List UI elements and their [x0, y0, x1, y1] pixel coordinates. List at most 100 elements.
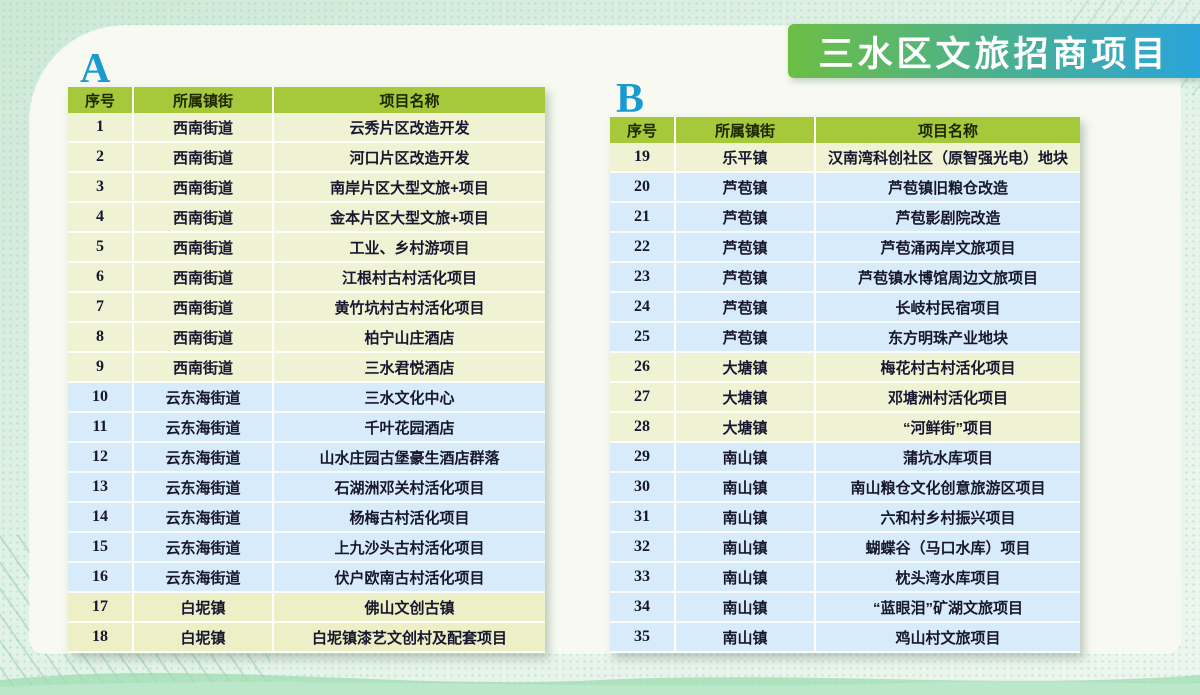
cell-project: 上九沙头古村活化项目 — [274, 533, 545, 563]
cell-project: 黄竹坑村古村活化项目 — [274, 293, 545, 323]
cell-town: 大塘镇 — [676, 383, 816, 413]
cell-no: 7 — [68, 293, 134, 323]
table-a-body: 1 西南街道 云秀片区改造开发 2 西南街道 河口片区改造开发 3 西南街道 南岸片区大型文旅+… — [68, 113, 545, 653]
cell-town: 云东海街道 — [134, 413, 274, 443]
cell-no: 9 — [68, 353, 134, 383]
table-row: 26 大塘镇 梅花村古村活化项目 — [610, 353, 1080, 383]
table-row: 14 云东海街道 杨梅古村活化项目 — [68, 503, 545, 533]
cell-project: 鸡山村文旅项目 — [816, 623, 1080, 653]
cell-project: 邓塘洲村活化项目 — [816, 383, 1080, 413]
cell-no: 5 — [68, 233, 134, 263]
cell-town: 西南街道 — [134, 353, 274, 383]
table-a-header: 序号 所属镇街 项目名称 — [68, 87, 545, 113]
table-row: 2 西南街道 河口片区改造开发 — [68, 143, 545, 173]
table-row: 12 云东海街道 山水庄园古堡豪生酒店群落 — [68, 443, 545, 473]
cell-town: 云东海街道 — [134, 503, 274, 533]
cell-town: 西南街道 — [134, 173, 274, 203]
cell-no: 20 — [610, 173, 676, 203]
table-row: 19 乐平镇 汉南湾科创社区（原智强光电）地块 — [610, 143, 1080, 173]
cell-project: 六和村乡村振兴项目 — [816, 503, 1080, 533]
cell-no: 32 — [610, 533, 676, 563]
table-row: 11 云东海街道 千叶花园酒店 — [68, 413, 545, 443]
cell-town: 芦苞镇 — [676, 233, 816, 263]
cell-project: 长岐村民宿项目 — [816, 293, 1080, 323]
cell-project: 伏户欧南古村活化项目 — [274, 563, 545, 593]
cell-no: 12 — [68, 443, 134, 473]
table-row: 25 芦苞镇 东方明珠产业地块 — [610, 323, 1080, 353]
cell-project: “蓝眼泪”矿湖文旅项目 — [816, 593, 1080, 623]
table-row: 6 西南街道 江根村古村活化项目 — [68, 263, 545, 293]
header-cell-project: 项目名称 — [379, 92, 440, 110]
cell-no: 4 — [68, 203, 134, 233]
cell-town: 西南街道 — [134, 113, 274, 143]
table-a: 序号 所属镇街 项目名称 1 西南街道 云秀片区改造开发 2 西南街道 河口片区改造开发 3… — [68, 87, 545, 653]
cell-no: 2 — [68, 143, 134, 173]
cell-project: 芦苞涌两岸文旅项目 — [816, 233, 1080, 263]
cell-project: 蒲坑水库项目 — [816, 443, 1080, 473]
cell-town: 云东海街道 — [134, 533, 274, 563]
cell-town: 南山镇 — [676, 593, 816, 623]
table-row: 7 西南街道 黄竹坑村古村活化项目 — [68, 293, 545, 323]
cell-no: 15 — [68, 533, 134, 563]
cell-project: 枕头湾水库项目 — [816, 563, 1080, 593]
table-b-header: 序号 所属镇街 项目名称 — [610, 117, 1080, 143]
header-cell-project: 项目名称 — [917, 122, 978, 140]
table-b-label: B — [616, 76, 645, 122]
title-banner: 三水区文旅招商项目 — [788, 24, 1200, 78]
table-row: 27 大塘镇 邓塘洲村活化项目 — [610, 383, 1080, 413]
table-row: 35 南山镇 鸡山村文旅项目 — [610, 623, 1080, 653]
cell-town: 芦苞镇 — [676, 173, 816, 203]
cell-town: 西南街道 — [134, 293, 274, 323]
table-row: 31 南山镇 六和村乡村振兴项目 — [610, 503, 1080, 533]
table-row: 9 西南街道 三水君悦酒店 — [68, 353, 545, 383]
table-row: 16 云东海街道 伏户欧南古村活化项目 — [68, 563, 545, 593]
cell-project: 江根村古村活化项目 — [274, 263, 545, 293]
table-row: 3 西南街道 南岸片区大型文旅+项目 — [68, 173, 545, 203]
table-row: 30 南山镇 南山粮仓文化创意旅游区项目 — [610, 473, 1080, 503]
cell-no: 13 — [68, 473, 134, 503]
header-cell-no: 序号 — [610, 117, 676, 143]
cell-town: 西南街道 — [134, 203, 274, 233]
cell-no: 24 — [610, 293, 676, 323]
cell-project: 南岸片区大型文旅+项目 — [274, 173, 545, 203]
cell-no: 28 — [610, 413, 676, 443]
cell-town: 云东海街道 — [134, 383, 274, 413]
table-row: 24 芦苞镇 长岐村民宿项目 — [610, 293, 1080, 323]
table-row: 4 西南街道 金本片区大型文旅+项目 — [68, 203, 545, 233]
cell-town: 西南街道 — [134, 143, 274, 173]
cell-town: 白坭镇 — [134, 623, 274, 653]
table-row: 13 云东海街道 石湖洲邓关村活化项目 — [68, 473, 545, 503]
table-a-label: A — [80, 46, 111, 92]
header-cell-town: 所属镇街 — [134, 87, 274, 113]
table-row: 15 云东海街道 上九沙头古村活化项目 — [68, 533, 545, 563]
header-cell-town: 所属镇街 — [676, 117, 816, 143]
cell-town: 白坭镇 — [134, 593, 274, 623]
header-cell-no: 序号 — [68, 87, 134, 113]
page-title: 三水区文旅招商项目 — [818, 34, 1170, 74]
cell-no: 18 — [68, 623, 134, 653]
cell-project: 梅花村古村活化项目 — [816, 353, 1080, 383]
table-row: 28 大塘镇 “河鲜街”项目 — [610, 413, 1080, 443]
table-row: 17 白坭镇 佛山文创古镇 — [68, 593, 545, 623]
cell-project: 芦苞影剧院改造 — [816, 203, 1080, 233]
table-row: 32 南山镇 蝴蝶谷（马口水库）项目 — [610, 533, 1080, 563]
cell-no: 25 — [610, 323, 676, 353]
table-row: 34 南山镇 “蓝眼泪”矿湖文旅项目 — [610, 593, 1080, 623]
cell-town: 芦苞镇 — [676, 293, 816, 323]
cell-no: 19 — [610, 143, 676, 173]
cell-no: 21 — [610, 203, 676, 233]
table-row: 5 西南街道 工业、乡村游项目 — [68, 233, 545, 263]
table-row: 1 西南街道 云秀片区改造开发 — [68, 113, 545, 143]
cell-town: 云东海街道 — [134, 443, 274, 473]
cell-town: 乐平镇 — [676, 143, 816, 173]
cell-project: 金本片区大型文旅+项目 — [274, 203, 545, 233]
cell-project: 石湖洲邓关村活化项目 — [274, 473, 545, 503]
cell-project: 三水君悦酒店 — [274, 353, 545, 383]
cell-project: 云秀片区改造开发 — [274, 113, 545, 143]
cell-no: 14 — [68, 503, 134, 533]
cell-town: 芦苞镇 — [676, 323, 816, 353]
cell-no: 34 — [610, 593, 676, 623]
table-row: 8 西南街道 柏宁山庄酒店 — [68, 323, 545, 353]
table-b: 序号 所属镇街 项目名称 19 乐平镇 汉南湾科创社区（原智强光电）地块 20 芦苞镇芦… — [610, 117, 1080, 653]
